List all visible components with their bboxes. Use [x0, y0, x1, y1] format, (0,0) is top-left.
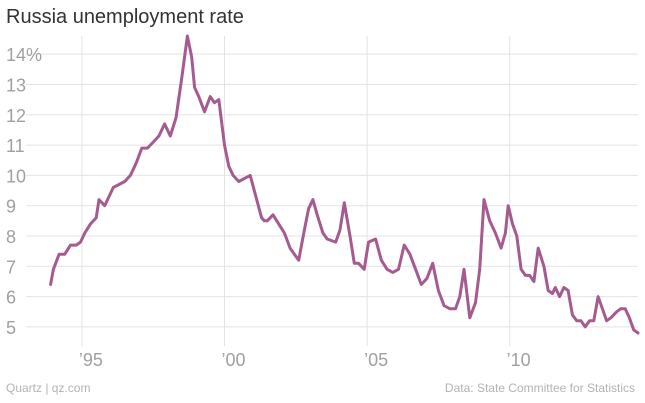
source-credit: Quartz | qz.com: [6, 381, 91, 395]
x-tick-label: ’10: [507, 350, 531, 370]
y-tick-label: 8: [6, 227, 16, 247]
y-tick-label: 12: [6, 106, 26, 126]
series-lines: [49, 34, 640, 335]
y-tick-label: 14%: [6, 45, 42, 65]
y-tick-label: 9: [6, 197, 16, 217]
unemployment-rate-line: [49, 34, 640, 335]
y-tick-label: 11: [6, 136, 25, 156]
y-tick-label: 10: [6, 166, 26, 186]
y-tick-label: 13: [6, 75, 26, 95]
y-tick-label: 7: [6, 257, 16, 277]
y-tick-label: 6: [6, 288, 16, 308]
x-tick-label: ’05: [364, 350, 388, 370]
x-tick-label: ’95: [79, 350, 103, 370]
tick-labels: 5 6 7 8 9 10 11 12 13 14% ’95 ’00 ’05 ’10: [6, 45, 531, 370]
gridlines: [26, 36, 638, 346]
data-source: Data: State Committee for Statistics: [444, 381, 635, 395]
y-tick-label: 5: [6, 318, 16, 338]
chart-title: Russia unemployment rate: [6, 6, 244, 28]
x-tick-label: ’00: [222, 350, 246, 370]
